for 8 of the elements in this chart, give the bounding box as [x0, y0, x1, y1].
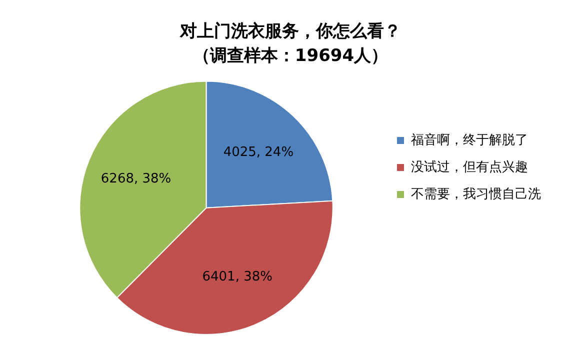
- data-label: 4025, 24%: [223, 145, 294, 160]
- legend-label: 福音啊，终于解脱了: [411, 132, 528, 148]
- legend-label: 没试过，但有点兴趣: [411, 160, 528, 175]
- data-label: 6401, 38%: [202, 270, 272, 285]
- legend-label: 不需要，我习惯自己洗: [411, 186, 541, 202]
- data-label: 6268, 38%: [100, 171, 172, 186]
- chart-subtitle: （调查样本：19694人）: [192, 46, 388, 66]
- chart-title: 对上门洗衣服务，你怎么看？: [179, 22, 401, 42]
